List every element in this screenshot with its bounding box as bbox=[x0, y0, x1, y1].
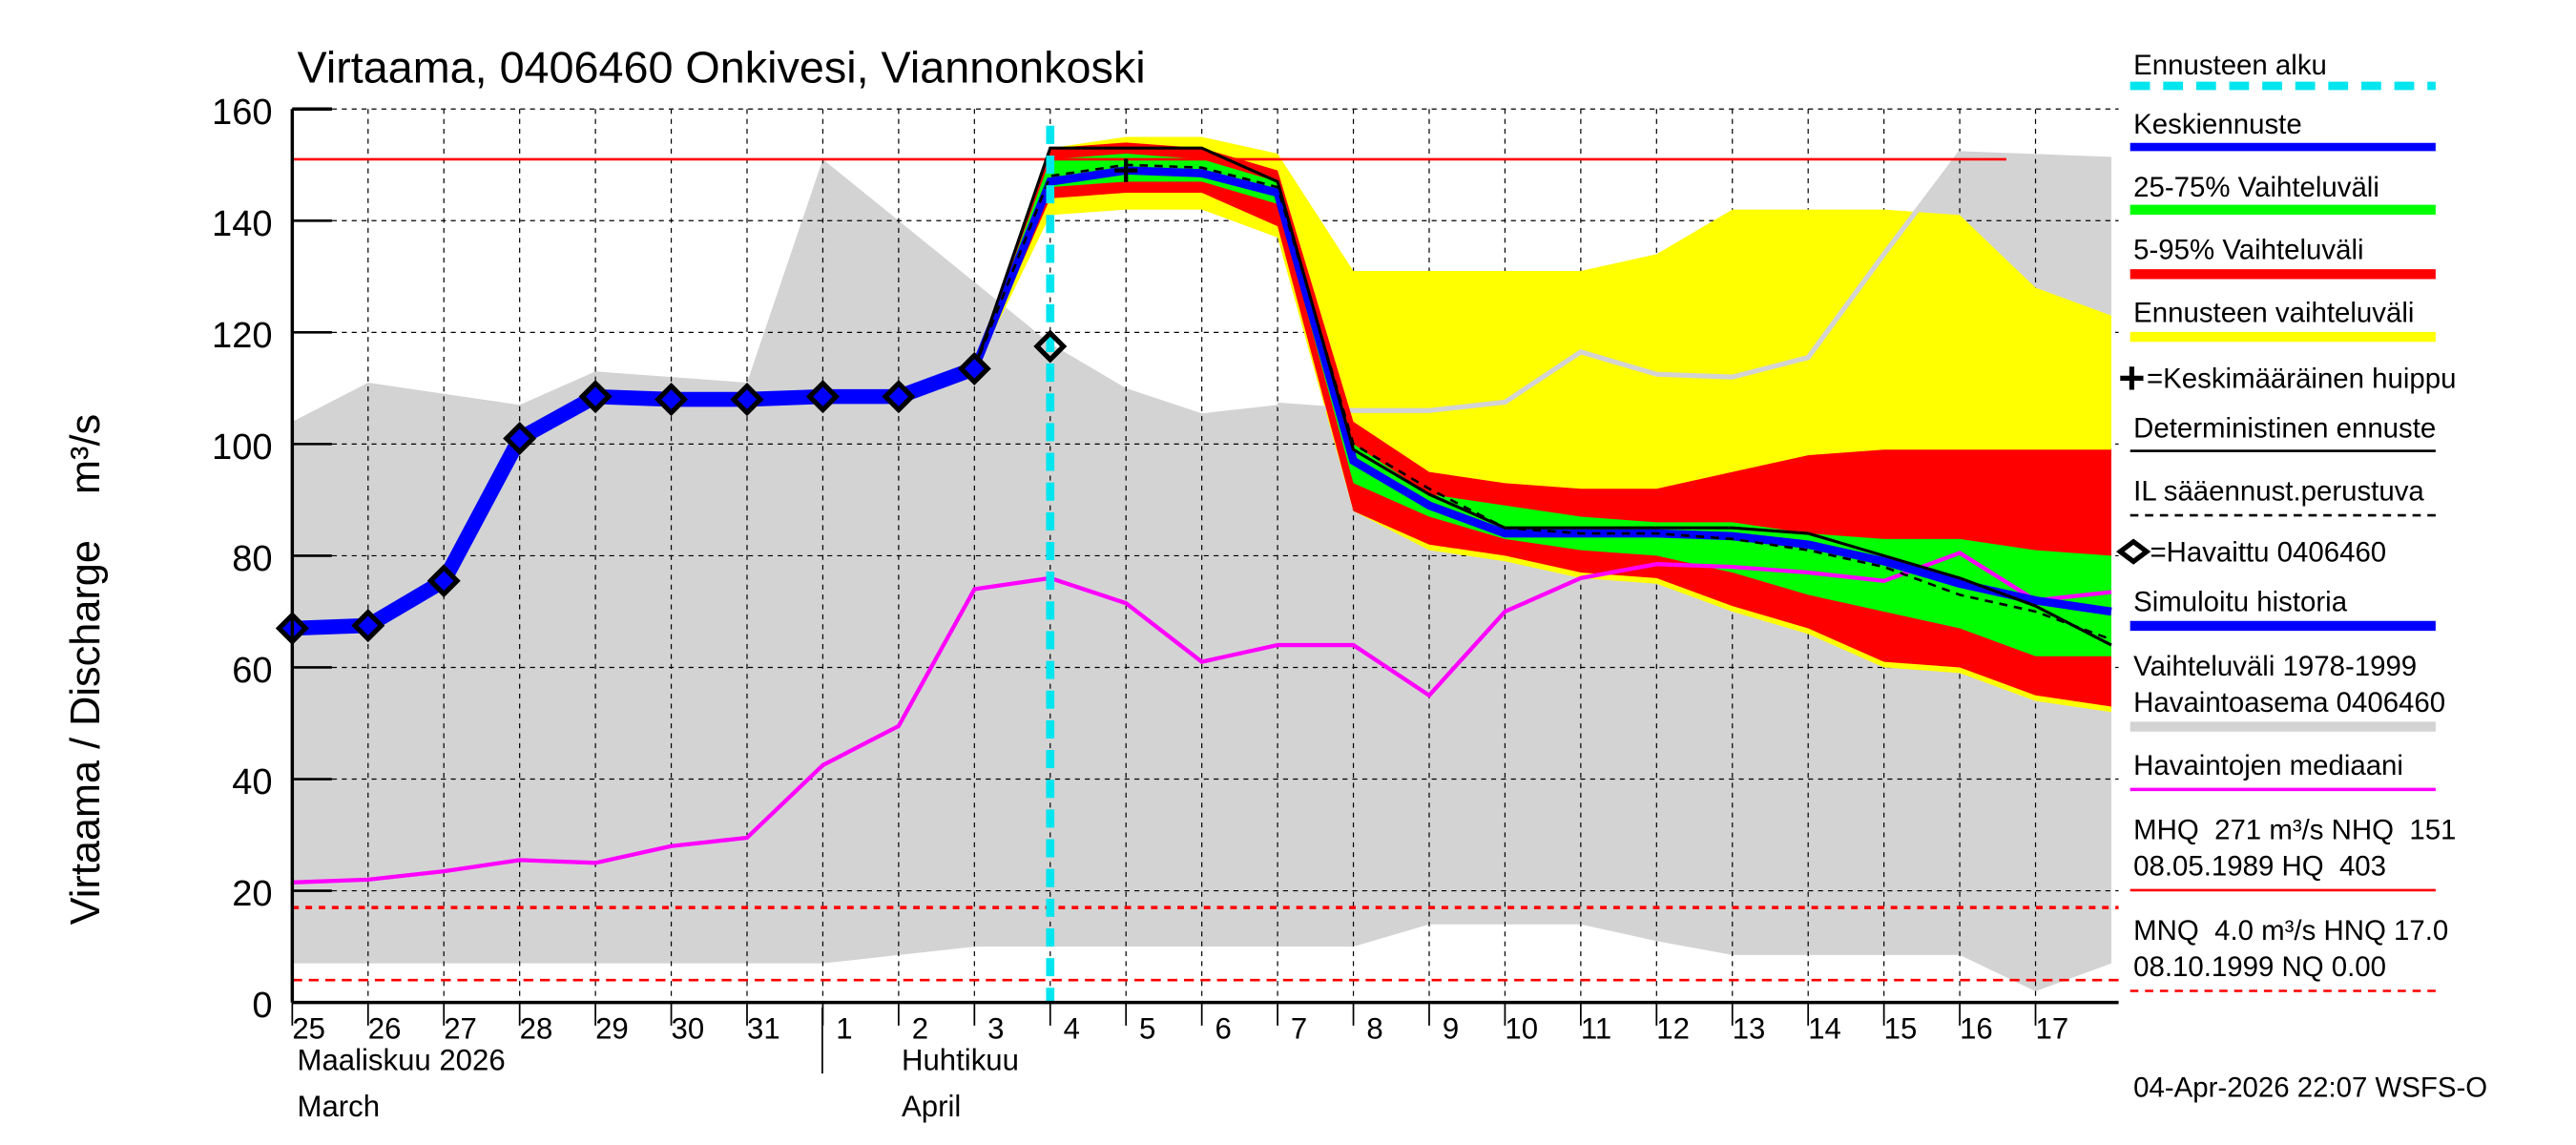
x-tick-label: 16 bbox=[1960, 1012, 1993, 1046]
legend: Ennusteen alku Keskiennuste 25-75% Vaiht… bbox=[2115, 50, 2457, 992]
legend-p25-75: 25-75% Vaihteluväli bbox=[2133, 172, 2379, 203]
historical-range-area bbox=[292, 154, 2111, 991]
legend-observed: =Havaittu 0406460 bbox=[2150, 536, 2386, 568]
legend-mnq-line2: 08.10.1999 NQ 0.00 bbox=[2133, 951, 2386, 983]
month-label-march-fi: Maaliskuu 2026 bbox=[298, 1044, 506, 1077]
x-tick-label: 13 bbox=[1733, 1012, 1766, 1046]
il-forecast-line bbox=[973, 163, 2112, 641]
y-tick-label: 40 bbox=[232, 762, 272, 802]
y-tick-label: 100 bbox=[212, 427, 273, 468]
x-tick-label: 12 bbox=[1656, 1012, 1690, 1046]
legend-mnq-line1: MNQ 4.0 m³/s HNQ 17.0 bbox=[2133, 915, 2448, 947]
legend-simulated: Simuloitu historia bbox=[2133, 586, 2348, 617]
month-label-march-en: March bbox=[298, 1090, 381, 1123]
y-tick-label: 20 bbox=[232, 874, 272, 914]
mean-peak-marker bbox=[1114, 158, 1138, 182]
median-line bbox=[292, 551, 2112, 885]
deterministic-forecast-line bbox=[972, 146, 2112, 647]
month-label-april-fi: Huhtikuu bbox=[902, 1044, 1019, 1077]
x-tick-label: 17 bbox=[2036, 1012, 2069, 1046]
x-tick-label: 25 bbox=[292, 1012, 325, 1046]
x-tick-label: 11 bbox=[1581, 1012, 1611, 1046]
chart-title: Virtaama, 0406460 Onkivesi, Viannonkoski bbox=[298, 43, 1146, 93]
x-tick-label: 9 bbox=[1443, 1012, 1459, 1046]
legend-mhq-line2: 08.05.1989 HQ 403 bbox=[2133, 850, 2386, 882]
observed-point bbox=[654, 383, 689, 417]
observed-point bbox=[351, 609, 385, 643]
simulated-history-line bbox=[292, 362, 978, 636]
observed-point bbox=[957, 351, 991, 385]
x-tick-label: 2 bbox=[912, 1012, 928, 1046]
x-tick-label: 30 bbox=[672, 1012, 705, 1046]
legend-range: Ennusteen vaihteluväli bbox=[2133, 298, 2414, 329]
legend-p5-95: 5-95% Vaihteluväli bbox=[2133, 235, 2363, 266]
y-tick-label: 140 bbox=[212, 204, 273, 244]
legend-mhq-line1: MHQ 271 m³/s NHQ 151 bbox=[2133, 814, 2456, 845]
y-tick-label: 120 bbox=[212, 316, 273, 356]
p25-75-area bbox=[974, 154, 2111, 656]
observed-point bbox=[578, 380, 613, 414]
y-tick-label: 160 bbox=[212, 93, 273, 133]
y-axis-label: Virtaama / Discharge m³/s bbox=[63, 414, 109, 925]
observed-point bbox=[1033, 329, 1068, 364]
footer-timestamp: 04-Apr-2026 22:07 WSFS-O bbox=[2133, 1072, 2487, 1103]
plot-area bbox=[275, 107, 2119, 1005]
x-tick-label: 27 bbox=[444, 1012, 477, 1046]
mean-forecast-line bbox=[970, 166, 2112, 616]
legend-hist2: Havaintoasema 0406460 bbox=[2133, 687, 2445, 718]
legend-il: IL sääennust.perustuva bbox=[2133, 475, 2424, 507]
x-tick-label: 28 bbox=[520, 1012, 553, 1046]
x-tick-label: 15 bbox=[1884, 1012, 1918, 1046]
x-tick-label: 1 bbox=[836, 1012, 852, 1046]
x-tick-label: 5 bbox=[1139, 1012, 1155, 1046]
legend-mean: Keskiennuste bbox=[2133, 109, 2302, 140]
observed-point bbox=[882, 380, 916, 414]
x-tick-label: 3 bbox=[987, 1012, 1004, 1046]
legend-median: Havaintojen mediaani bbox=[2133, 750, 2403, 781]
y-tick-label: 80 bbox=[232, 539, 272, 579]
x-tick-label: 10 bbox=[1505, 1012, 1538, 1046]
historical-range-upper-line bbox=[1277, 151, 2112, 413]
x-tick-label: 7 bbox=[1291, 1012, 1307, 1046]
observed-point bbox=[503, 422, 537, 456]
y-tick-label: 60 bbox=[232, 651, 272, 691]
x-tick-label: 29 bbox=[595, 1012, 629, 1046]
observed-point bbox=[426, 564, 461, 598]
peak-plus-icon bbox=[2120, 366, 2144, 390]
x-tick-label: 6 bbox=[1215, 1012, 1232, 1046]
legend-deterministic: Deterministinen ennuste bbox=[2133, 413, 2436, 445]
x-tick-label: 31 bbox=[747, 1012, 780, 1046]
x-tick-label: 4 bbox=[1064, 1012, 1080, 1046]
x-tick-label: 14 bbox=[1808, 1012, 1841, 1046]
x-tick-label: 26 bbox=[368, 1012, 402, 1046]
month-label-april-en: April bbox=[902, 1090, 961, 1123]
observed-diamond-icon bbox=[2115, 538, 2151, 565]
observed-point bbox=[805, 380, 840, 414]
observed-point bbox=[730, 383, 764, 417]
legend-forecast-start: Ennusteen alku bbox=[2133, 50, 2327, 81]
legend-peak: =Keskimääräinen huippu bbox=[2147, 364, 2457, 395]
x-tick-label: 8 bbox=[1366, 1012, 1382, 1046]
y-tick-label: 0 bbox=[252, 986, 272, 1026]
legend-hist1: Vaihteluväli 1978-1999 bbox=[2133, 651, 2417, 682]
